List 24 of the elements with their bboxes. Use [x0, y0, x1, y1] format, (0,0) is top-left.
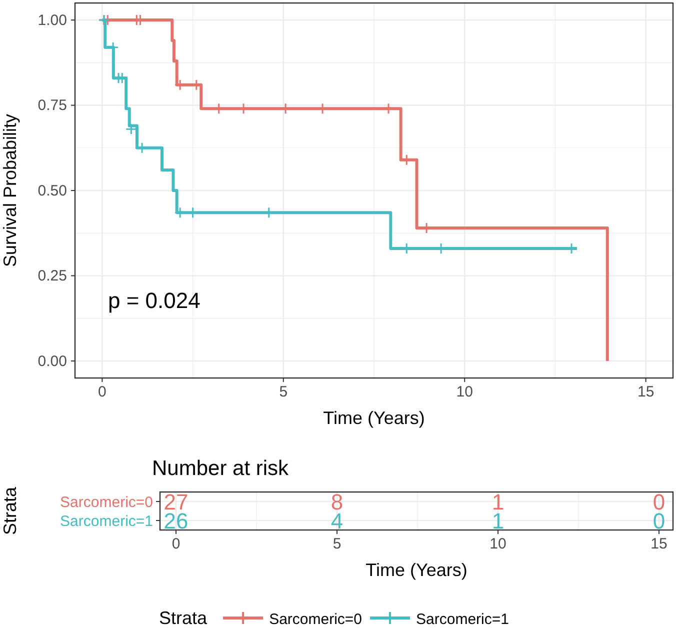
y-tick-label: 0.00: [38, 352, 67, 370]
y-axis-title: Survival Probability: [0, 114, 20, 268]
y-axis-title: Strata: [0, 486, 20, 536]
x-tick-label: 0: [98, 384, 106, 401]
x-tick-label: 10: [490, 536, 506, 553]
x-tick-label: 0: [172, 536, 180, 553]
y-tick-label: 0.25: [38, 268, 67, 285]
data-label: 8: [330, 489, 344, 514]
y-tick-label: 1.00: [38, 12, 67, 29]
x-tick-label: 15: [650, 536, 668, 553]
legend-label: Sarcomeric=1: [416, 611, 509, 628]
x-axis-title: Time (Years): [323, 408, 425, 428]
legend-label: Sarcomeric=0: [269, 611, 362, 628]
x-axis-title: Time (Years): [366, 560, 468, 580]
x-tick-label: 5: [279, 384, 288, 401]
x-tick-label: 10: [456, 384, 473, 401]
x-tick-label: 15: [637, 384, 654, 401]
chart-title: Number at risk: [152, 457, 290, 480]
y-tick-label: 0.75: [38, 97, 67, 114]
annotation: p = 0.024: [108, 288, 200, 313]
y-tick-label: 0.50: [38, 182, 67, 200]
data-label: 0: [652, 489, 666, 514]
x-tick-label: 5: [332, 536, 342, 553]
legend-title: Strata: [159, 608, 208, 628]
